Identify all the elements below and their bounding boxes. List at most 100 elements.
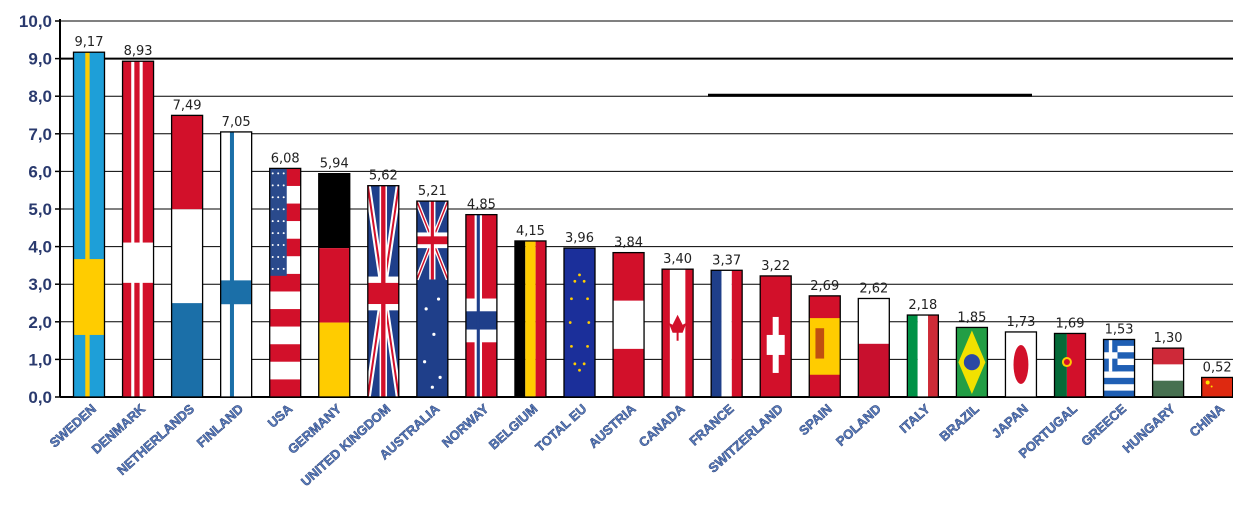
bar-norway	[465, 214, 497, 397]
y-tick-label: 7,0	[28, 125, 52, 144]
value-label: 6,08	[271, 151, 300, 166]
bar-poland	[858, 298, 890, 397]
flag-part	[525, 240, 536, 397]
flag-part	[269, 291, 301, 310]
value-label: 1,30	[1154, 331, 1183, 346]
flag-part	[1205, 380, 1210, 385]
bar-outline	[219, 131, 253, 398]
flag-part	[277, 196, 280, 199]
flag-part	[766, 334, 785, 355]
x-tick-label: TOTAL EU	[532, 401, 589, 455]
bar-hungary	[1152, 348, 1184, 397]
flag-part	[271, 208, 274, 211]
flag-part	[271, 172, 274, 175]
flag-part	[1103, 339, 1135, 346]
flag-part	[381, 185, 386, 397]
bar-usa	[269, 168, 301, 397]
bar-outline	[1004, 331, 1038, 398]
value-label: 2,62	[859, 281, 888, 296]
flag-part	[171, 209, 203, 304]
x-tick-label: CANADA	[636, 401, 688, 450]
flag-part	[582, 362, 586, 366]
flag-part	[85, 52, 90, 397]
flag-part	[318, 173, 350, 249]
flag-part	[613, 252, 645, 301]
flag-part	[269, 379, 301, 397]
flag-part	[907, 315, 918, 397]
bar-greece	[1103, 339, 1135, 397]
flag-part	[432, 332, 436, 336]
flag-part	[436, 297, 441, 301]
y-tick-label: 10,0	[19, 12, 52, 31]
flag-part	[721, 270, 732, 397]
bar-netherlands	[171, 115, 203, 397]
flag-part	[282, 255, 285, 258]
flag-part	[1210, 385, 1213, 388]
y-tick-label: 1,0	[28, 350, 52, 369]
bar-outline	[367, 185, 400, 398]
bar-austria	[613, 252, 645, 397]
bar-outline	[1151, 347, 1185, 398]
flag-part	[282, 232, 285, 235]
flag-part	[1201, 377, 1233, 397]
value-label: 2,18	[908, 298, 937, 313]
bar-germany	[318, 173, 350, 397]
flag-part	[570, 297, 573, 301]
flag-part	[269, 344, 301, 362]
bars	[72, 51, 1233, 398]
bar-china	[1201, 377, 1233, 397]
flag-part	[438, 375, 442, 380]
bar-outline	[955, 326, 989, 398]
x-tick-label: CHINA	[1187, 401, 1228, 440]
x-tick-label: BRAZIL	[936, 401, 981, 444]
bar-belgium	[514, 240, 546, 397]
flag-part	[1152, 380, 1184, 397]
flag-part	[171, 115, 203, 210]
bar-outline	[416, 200, 449, 398]
flag-part	[1103, 390, 1135, 397]
y-tick-label: 5,0	[28, 200, 52, 219]
x-tick-label: JAPAN	[989, 401, 1031, 441]
bar-sweden	[73, 52, 105, 397]
flag-part	[271, 267, 274, 270]
bar-canada	[662, 269, 694, 397]
flag-part	[282, 172, 285, 175]
flag-part	[430, 201, 434, 280]
flag-part	[668, 314, 687, 341]
bar-outline	[72, 51, 106, 398]
flag-part	[1103, 365, 1135, 372]
value-labels: 9,17 8,93 7,49 7,05 6,08 5,94 5,62 5,21 4,85 4,15…	[75, 35, 1232, 375]
bar-spain	[809, 295, 841, 397]
flag-part	[809, 318, 841, 375]
flag-part	[573, 279, 577, 283]
flag-part	[1066, 333, 1086, 397]
flag-part	[662, 269, 670, 397]
x-tick-label: USA	[265, 401, 296, 431]
flag-part	[282, 184, 285, 187]
flag-part	[277, 208, 280, 211]
flag-part	[277, 244, 280, 247]
flag-part	[815, 328, 825, 359]
flag-part	[423, 360, 427, 364]
flag-part	[271, 184, 274, 187]
flag-part	[430, 385, 434, 389]
x-tick-label: ITALY	[897, 401, 934, 436]
flag-part	[277, 267, 280, 270]
bar-total-eu	[564, 248, 595, 397]
flag-part	[271, 244, 274, 247]
flag-part	[1103, 377, 1135, 385]
flag-part	[282, 196, 285, 199]
flag-part	[271, 255, 274, 258]
flag-part	[578, 273, 581, 277]
bar-outline	[612, 251, 645, 398]
bar-outline	[170, 114, 204, 398]
flag-part	[282, 244, 285, 247]
bar-outline	[1102, 338, 1136, 398]
x-tick-label: POLAND	[833, 401, 884, 449]
flag-part	[131, 61, 135, 398]
x-tick-label: NORWAY	[439, 401, 492, 451]
flag-part	[318, 248, 350, 323]
value-label: 5,94	[320, 157, 349, 172]
flag-part	[282, 267, 285, 270]
flag-part	[271, 232, 274, 235]
